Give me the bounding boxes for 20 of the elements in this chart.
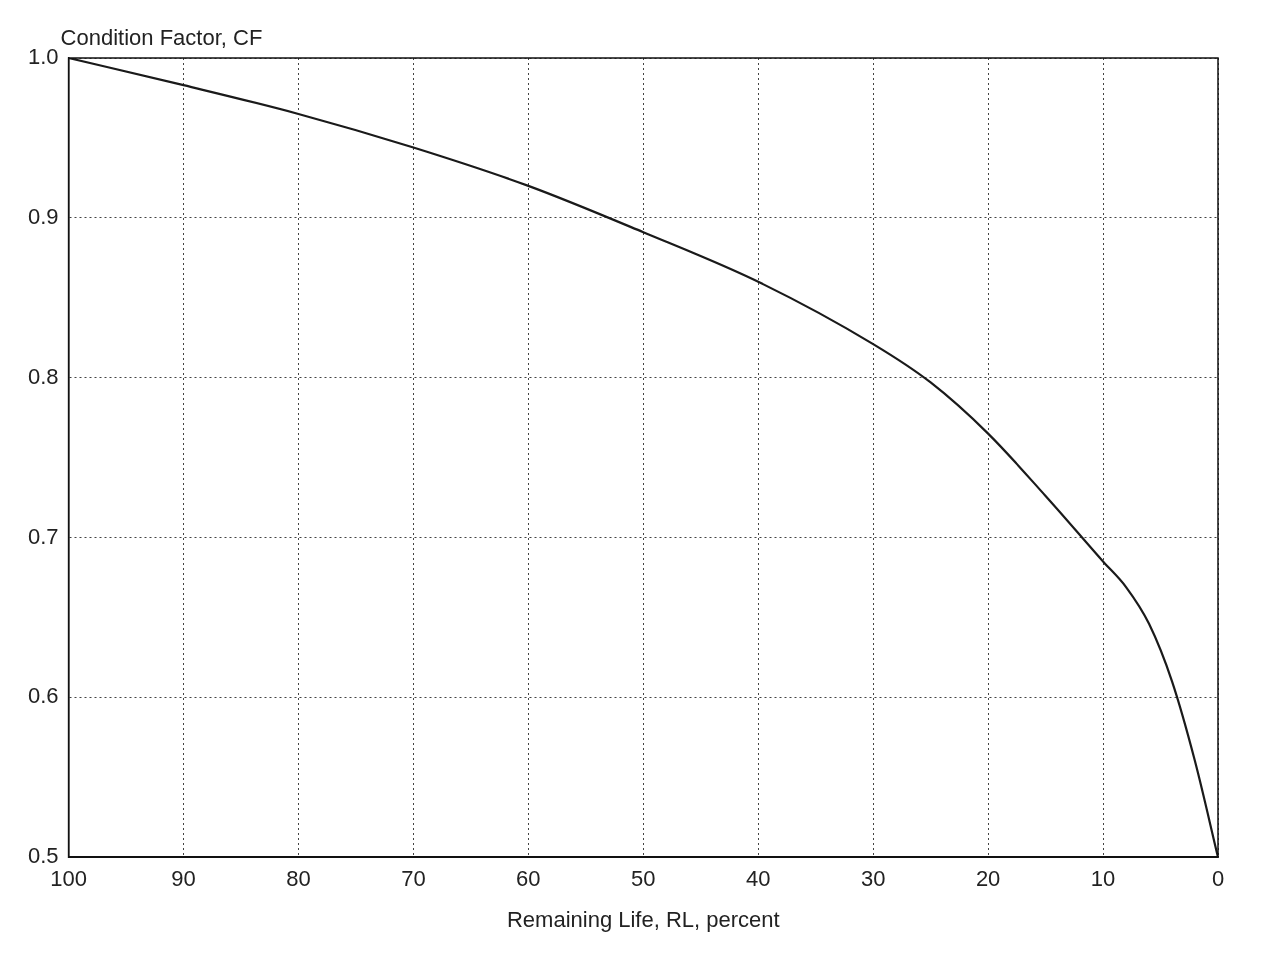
- x-tick-label: 100: [50, 866, 87, 892]
- y-tick-label: 0.7: [27, 523, 59, 549]
- x-tick-label: 80: [286, 866, 311, 892]
- x-tick-label: 50: [631, 866, 656, 892]
- x-tick-label: 10: [1090, 866, 1116, 892]
- x-tick-label: 90: [171, 866, 196, 892]
- y-tick-label: 0.9: [27, 203, 59, 229]
- y-axis-title: Condition Factor, CF: [60, 25, 263, 51]
- x-tick-label: 20: [975, 866, 1001, 892]
- y-tick-label: 0.6: [27, 683, 59, 709]
- x-tick-label: 30: [860, 866, 886, 892]
- y-tick-label: 0.5: [27, 843, 59, 869]
- x-axis-title: Remaining Life, RL, percent: [506, 906, 780, 932]
- x-tick-label: 0: [1211, 866, 1225, 892]
- x-tick-label: 60: [516, 866, 541, 892]
- line-series: [68, 58, 1218, 858]
- y-tick-label: 0.8: [27, 363, 59, 389]
- x-tick-label: 40: [745, 866, 771, 892]
- x-tick-label: 70: [401, 866, 426, 892]
- y-tick-label: 1.0: [27, 44, 59, 70]
